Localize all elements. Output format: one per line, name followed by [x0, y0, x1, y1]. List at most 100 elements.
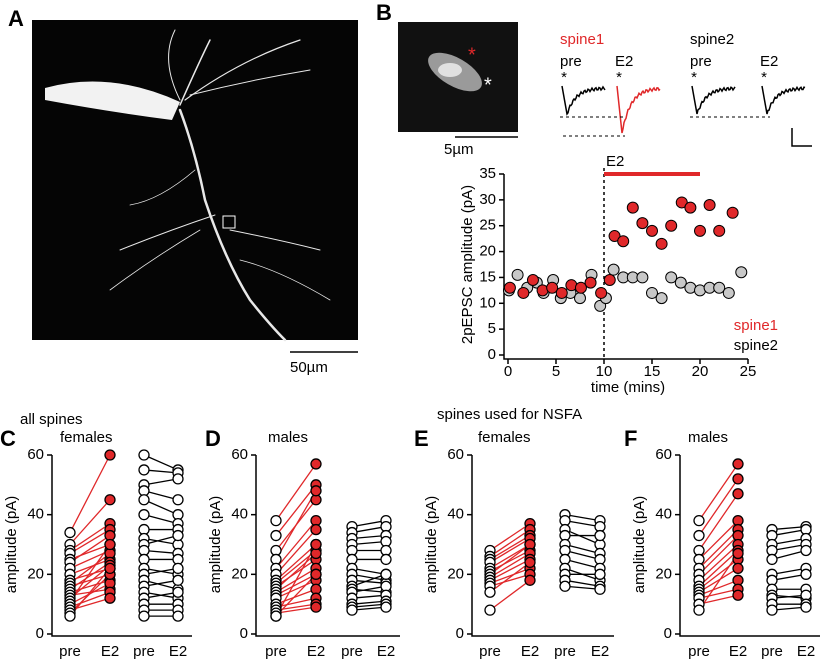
marker: *	[468, 44, 476, 66]
point	[703, 199, 716, 212]
point	[693, 514, 705, 527]
y-tick-label: 20	[231, 565, 248, 582]
y-tick-label: 60	[447, 446, 464, 463]
y-tick-label: 30	[479, 191, 496, 208]
pair-line	[489, 573, 531, 587]
pair-line	[143, 537, 179, 546]
pair-line	[69, 567, 111, 617]
scale-label: 50µm	[290, 359, 328, 376]
pair-line	[143, 478, 179, 486]
pair-line	[698, 520, 739, 560]
point	[310, 485, 322, 497]
pair-line	[771, 528, 807, 537]
point	[732, 458, 744, 470]
point	[310, 458, 322, 470]
x-tick-label: pre	[341, 643, 363, 660]
point	[735, 266, 748, 279]
point	[138, 509, 150, 521]
y-tick-label: 5	[488, 320, 496, 337]
pair-line	[771, 606, 807, 611]
point	[594, 583, 606, 595]
pair-line	[771, 594, 807, 599]
trace-marker: *	[761, 69, 767, 86]
point	[675, 196, 688, 209]
pair-line	[69, 544, 111, 602]
point	[310, 523, 322, 536]
y-tick-label: 20	[27, 565, 44, 582]
pair-line	[698, 493, 739, 551]
y-axis-label: amplitude (pA)	[207, 496, 224, 594]
point	[665, 271, 678, 284]
trace-marker: *	[616, 69, 622, 86]
point	[380, 601, 392, 613]
scale-label: 5µm	[444, 141, 473, 158]
pair-line	[351, 588, 387, 593]
point	[655, 237, 668, 250]
y-tick-label: 25	[479, 217, 496, 234]
panel-letter: E	[414, 426, 429, 451]
point	[626, 201, 639, 214]
y-tick-label: 40	[447, 506, 464, 523]
pair-line	[69, 561, 111, 590]
y-axis-label: 2pEPSC amplitude (pA)	[459, 185, 476, 344]
pair-line	[489, 561, 531, 593]
pair-line	[698, 549, 739, 587]
y-tick-label: 10	[479, 294, 496, 311]
trace-title: spine1	[560, 31, 604, 48]
point	[665, 219, 678, 232]
point	[138, 610, 150, 622]
y-tick-label: 40	[231, 506, 248, 523]
point	[64, 526, 76, 539]
x-tick-label: E2	[169, 643, 187, 660]
pair-line	[69, 529, 111, 555]
point	[800, 568, 812, 580]
point	[574, 292, 586, 305]
point	[270, 610, 282, 622]
point	[555, 286, 568, 299]
pair-line	[489, 579, 531, 611]
point	[104, 562, 116, 575]
pair-line	[275, 573, 317, 617]
pair-line	[489, 523, 531, 552]
point	[646, 224, 658, 237]
y-tick-label: 0	[240, 625, 248, 642]
point	[713, 224, 726, 237]
pair-line	[351, 567, 387, 575]
panel-letter: C	[0, 426, 16, 451]
x-tick-label: pre	[59, 643, 81, 660]
point	[594, 568, 606, 580]
y-tick-label: 60	[231, 446, 248, 463]
point	[595, 286, 608, 299]
pair-line	[351, 534, 387, 540]
pair-line	[275, 579, 317, 599]
trace-marker: *	[691, 69, 697, 86]
panel-title: females	[60, 429, 113, 446]
panel-title: males	[268, 429, 308, 446]
pair-line	[275, 544, 317, 581]
y-tick-label: 0	[664, 625, 672, 642]
point	[172, 529, 184, 542]
spine-blob	[438, 63, 462, 77]
point	[732, 589, 744, 601]
point	[503, 281, 516, 294]
point	[484, 586, 496, 598]
point	[172, 562, 184, 575]
pair-line	[489, 558, 531, 581]
point	[607, 263, 620, 276]
point	[138, 449, 150, 461]
trace	[761, 85, 806, 115]
y-axis-label: amplitude (pA)	[423, 496, 440, 594]
trace-marker: *	[561, 69, 567, 86]
point	[636, 217, 649, 230]
pair-line	[489, 534, 531, 560]
pair-line	[143, 490, 179, 501]
pair-line	[69, 454, 111, 533]
point	[270, 514, 282, 527]
pair-line	[275, 597, 317, 608]
pair-line	[489, 567, 531, 584]
pair-line	[771, 549, 807, 561]
x-tick-label: pre	[688, 643, 710, 660]
pair-line	[69, 523, 111, 552]
x-tick-label: pre	[479, 643, 501, 660]
